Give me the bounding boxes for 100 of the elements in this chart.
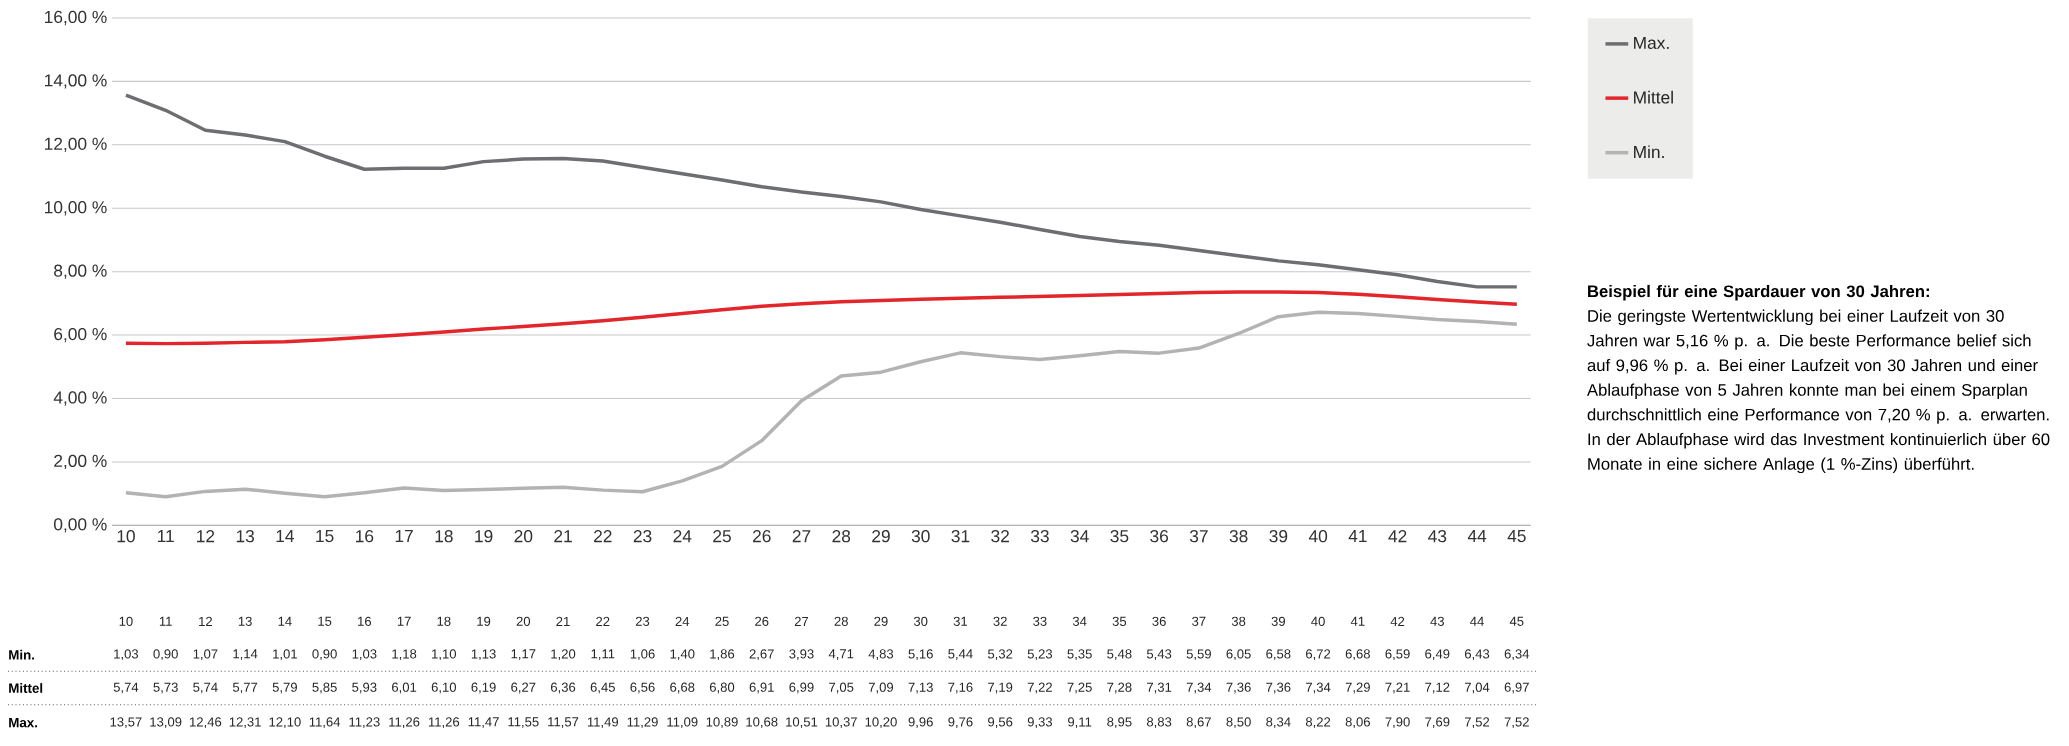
category-label: 35 [1112, 616, 1127, 626]
x-tick-label: 27 [792, 530, 811, 543]
data-label: 6,68 [670, 682, 695, 694]
data-label: 1,07 [193, 649, 218, 661]
y-tick-label: 14,00 % [45, 74, 107, 89]
data-label: 6,05 [1226, 649, 1251, 661]
data-label: 1,14 [233, 649, 258, 660]
data-label: 5,44 [948, 649, 973, 660]
data-label: 7,19 [988, 682, 1013, 694]
data-label: 5,74 [113, 682, 139, 694]
data-label: 1,18 [392, 649, 417, 661]
x-tick-label: 28 [832, 530, 851, 543]
category-label: 19 [477, 616, 491, 626]
data-label: 8,95 [1107, 717, 1132, 729]
data-label: 7,29 [1345, 682, 1370, 694]
data-label: 1,03 [352, 649, 377, 661]
data-label: 6,49 [1425, 649, 1450, 661]
data-label: 12,10 [269, 717, 301, 729]
data-label: 6,10 [431, 682, 457, 694]
text: Min. [9, 649, 35, 660]
data-label: 6,80 [709, 682, 735, 694]
data-label: 9,96 [908, 717, 933, 729]
data-label: 7,69 [1425, 717, 1450, 729]
data-label: 13,57 [110, 717, 142, 729]
data-label: 11,57 [548, 717, 579, 728]
x-tick-label: 23 [633, 530, 652, 543]
data-label: 11,47 [468, 717, 499, 728]
data-label: 8,22 [1305, 717, 1331, 729]
data-label: 12,46 [190, 717, 222, 729]
data-label: 11,26 [389, 717, 420, 729]
data-label: 6,58 [1266, 649, 1291, 661]
data-label: 7,28 [1107, 682, 1132, 694]
legend-label: Max. [1634, 36, 1669, 50]
category-label: 28 [834, 616, 848, 626]
x-tick-label: 17 [395, 530, 413, 542]
data-label: 8,06 [1345, 717, 1370, 729]
text: Beispiel für eine Spardauer von 30 Jahren: [1588, 284, 1929, 301]
data-label: 6,56 [630, 682, 655, 694]
data-label: 7,52 [1504, 717, 1529, 729]
legend-label: Min. [1634, 145, 1664, 158]
x-tick-label: 40 [1308, 530, 1328, 543]
text: Die geringste Wertentwicklung bei einer Laufzeit von 30 Jahren war 5,16 % p. a. Die beste Performance belief sich auf 9,96 % p. a. Bei einer Laufzeit von 30 Jahren und einer Ablaufphase von 5 Jahren konnte man bei einem Sparplan durchschnittlich eine Performance von 7,20 % p. a. erwarten. In der Ablaufphase wird das Investment kontinuierlich über 60 Monate in eine sichere Anlage (1 %-Zins) überführt. [1587, 309, 2050, 474]
data-label: 6,01 [392, 682, 417, 694]
x-tick-label: 24 [673, 530, 692, 543]
category-label: 29 [874, 616, 888, 626]
data-label: 5,32 [987, 649, 1013, 661]
data-label: 1,01 [273, 649, 297, 661]
category-label: 24 [675, 616, 690, 626]
data-label: 8,50 [1226, 717, 1251, 729]
data-label: 7,34 [1186, 682, 1212, 694]
data-label: 1,86 [710, 649, 735, 661]
x-tick-label: 19 [475, 530, 493, 543]
data-label: 0,90 [153, 649, 178, 661]
line-series [124, 310, 1519, 499]
data-label: 0,90 [312, 649, 337, 661]
data-label: 7,05 [829, 682, 854, 694]
category-label: 44 [1470, 616, 1484, 626]
data-label: 1,13 [471, 649, 496, 661]
category-label: 38 [1231, 616, 1246, 626]
x-tick-label: 15 [316, 530, 334, 543]
data-label: 9,11 [1068, 717, 1092, 729]
x-tick-label: 13 [236, 530, 255, 543]
data-label: 7,31 [1147, 682, 1172, 694]
category-label: 11 [159, 616, 172, 626]
data-label: 5,16 [908, 649, 933, 661]
category-label: 18 [437, 616, 451, 626]
data-label: 11,23 [349, 717, 380, 729]
x-tick-label: 18 [435, 530, 453, 543]
x-tick-label: 31 [951, 530, 970, 543]
x-tick-label: 44 [1467, 530, 1487, 542]
text: Max. [9, 718, 37, 728]
data-label: 7,36 [1226, 682, 1251, 694]
data-label: 11,64 [309, 717, 341, 729]
data-label: 7,12 [1425, 682, 1450, 694]
x-tick-label: 42 [1388, 530, 1407, 543]
data-label: 10,20 [865, 717, 897, 729]
data-label: 5,35 [1067, 649, 1092, 661]
category-label: 39 [1271, 616, 1285, 626]
data-label: 6,45 [590, 682, 615, 694]
data-label: 6,34 [1504, 649, 1530, 661]
x-tick-label: 38 [1229, 530, 1248, 543]
data-label: 6,91 [749, 682, 774, 694]
category-label: 26 [755, 616, 769, 626]
x-tick-label: 39 [1269, 530, 1288, 543]
x-tick-label: 30 [911, 530, 930, 543]
category-label: 45 [1509, 616, 1524, 626]
x-tick-label: 33 [1030, 530, 1049, 543]
data-label: 5,79 [272, 682, 297, 694]
data-label: 11,09 [667, 717, 698, 729]
data-label: 5,48 [1107, 649, 1132, 661]
data-label: 5,77 [232, 682, 258, 694]
x-tick-label: 12 [197, 530, 215, 543]
x-tick-label: 36 [1150, 530, 1169, 543]
data-label: 6,59 [1385, 649, 1410, 661]
data-label: 7,13 [908, 682, 933, 694]
category-label: 37 [1192, 616, 1206, 626]
data-label: 7,90 [1385, 717, 1410, 729]
data-label: 5,85 [312, 682, 337, 694]
data-label: 5,74 [193, 682, 218, 694]
data-label: 5,59 [1186, 649, 1211, 661]
